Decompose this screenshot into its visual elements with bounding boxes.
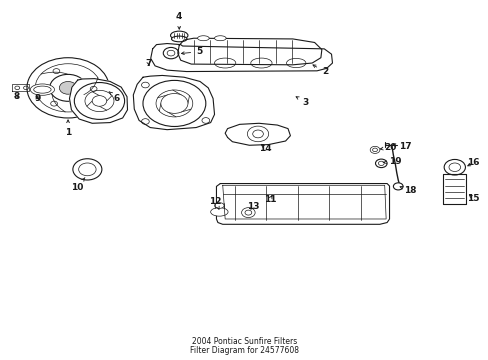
Text: 1: 1	[65, 120, 71, 137]
Text: 17: 17	[392, 142, 411, 151]
Polygon shape	[69, 78, 127, 123]
Ellipse shape	[214, 203, 224, 208]
Text: 4: 4	[176, 13, 182, 29]
Text: 8: 8	[13, 92, 20, 101]
Text: 2: 2	[312, 65, 327, 76]
Polygon shape	[224, 123, 290, 145]
Text: 11: 11	[264, 195, 276, 204]
Text: 2004 Pontiac Sunfire Filters: 2004 Pontiac Sunfire Filters	[191, 337, 297, 346]
Ellipse shape	[170, 31, 187, 40]
Text: 10: 10	[71, 177, 85, 192]
Polygon shape	[178, 38, 321, 65]
Text: 14: 14	[259, 144, 271, 153]
Circle shape	[92, 96, 106, 106]
Ellipse shape	[210, 208, 227, 216]
Text: 13: 13	[246, 202, 259, 211]
Text: 20: 20	[380, 143, 396, 152]
Ellipse shape	[197, 36, 209, 41]
Text: 16: 16	[466, 158, 478, 167]
Polygon shape	[133, 76, 214, 130]
Ellipse shape	[214, 36, 225, 41]
Text: 15: 15	[466, 194, 478, 203]
Text: 7: 7	[145, 59, 151, 68]
Text: 5: 5	[181, 47, 202, 56]
Text: 3: 3	[295, 97, 308, 107]
Text: 18: 18	[399, 186, 416, 195]
Ellipse shape	[30, 84, 54, 95]
Polygon shape	[150, 44, 332, 72]
Text: Filter Diagram for 24577608: Filter Diagram for 24577608	[190, 346, 298, 355]
Ellipse shape	[171, 36, 186, 42]
Circle shape	[161, 94, 187, 113]
Text: 6: 6	[109, 91, 120, 103]
Text: 12: 12	[209, 197, 221, 209]
Polygon shape	[442, 174, 466, 204]
Polygon shape	[12, 84, 29, 91]
Circle shape	[393, 183, 402, 190]
Text: 19: 19	[382, 157, 400, 166]
Polygon shape	[216, 184, 389, 224]
Text: 9: 9	[34, 94, 41, 103]
Circle shape	[59, 81, 77, 94]
